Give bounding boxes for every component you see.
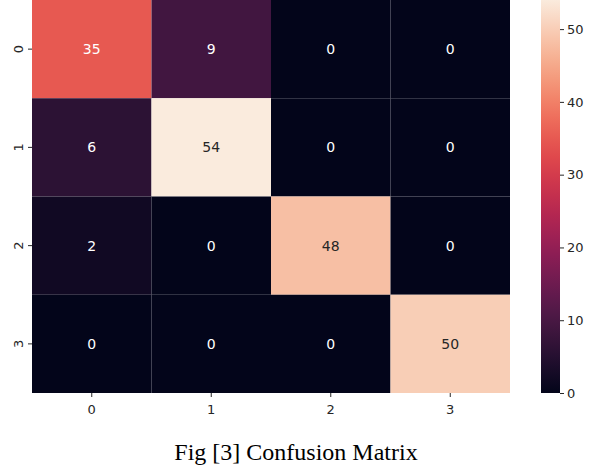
cell-label: 6: [87, 139, 96, 155]
color-tick-label: 0: [567, 386, 575, 401]
color-tick: 30: [560, 167, 584, 182]
color-tick: 0: [560, 386, 575, 401]
y-tick-mark: [28, 147, 32, 148]
y-tick-label: 2: [11, 241, 26, 249]
cell-label: 0: [87, 336, 96, 352]
cell: [391, 98, 511, 196]
y-tick: 0: [11, 45, 33, 53]
color-tick-mark: [560, 102, 564, 103]
cell: [152, 197, 272, 295]
color-tick-mark: [560, 393, 564, 394]
cell: [152, 0, 272, 98]
x-tick: 0: [88, 393, 96, 417]
x-tick-mark: [91, 393, 92, 397]
color-bar: [541, 0, 560, 393]
cell-label: 0: [326, 41, 335, 57]
y-tick: 1: [11, 143, 33, 151]
y-axis: 0 1 2 3: [11, 1, 33, 394]
color-tick-label: 30: [567, 167, 584, 182]
y-tick: 2: [11, 241, 33, 249]
color-tick-label: 40: [567, 95, 584, 110]
color-tick-mark: [560, 320, 564, 321]
x-tick: 2: [327, 393, 335, 417]
cell: [152, 295, 272, 393]
color-tick-label: 10: [567, 313, 584, 328]
x-tick-label: 0: [88, 402, 96, 417]
color-tick-mark: [560, 175, 564, 176]
cell-label: 0: [446, 41, 455, 57]
cell: [152, 98, 272, 196]
cell: [271, 197, 391, 295]
cell: [32, 295, 152, 393]
color-tick: 50: [560, 22, 584, 37]
x-tick-mark: [211, 393, 212, 397]
y-tick-mark: [28, 49, 32, 50]
x-tick-mark: [330, 393, 331, 397]
cell: [271, 295, 391, 393]
color-tick: 20: [560, 240, 584, 255]
cell: [391, 295, 511, 393]
cell-label: 0: [207, 238, 216, 254]
y-tick-label: 0: [11, 45, 26, 53]
cell: [32, 197, 152, 295]
color-axis: 0 10 20 30 40 50: [560, 1, 584, 401]
cell: [32, 98, 152, 196]
cell: [271, 0, 391, 98]
x-axis: 0 1 2 3: [33, 393, 511, 417]
cell: [32, 0, 152, 98]
cell-label: 2: [87, 238, 96, 254]
x-tick: 1: [207, 393, 215, 417]
x-axis-line: [33, 394, 511, 398]
cell-labels: 35 9 0 0 6 54 0 0 2 0 48 0 0 0 0 50: [83, 41, 459, 352]
color-tick: 40: [560, 95, 584, 110]
color-tick-label: 50: [567, 22, 584, 37]
y-tick-mark: [28, 245, 32, 246]
y-tick-mark: [28, 343, 32, 344]
cells: [32, 0, 510, 393]
y-tick: 3: [11, 340, 33, 348]
y-axis-line: [28, 1, 33, 394]
cell-label: 0: [446, 238, 455, 254]
color-tick-label: 20: [567, 240, 584, 255]
x-tick-label: 2: [327, 402, 335, 417]
cell: [391, 0, 511, 98]
cell-label: 0: [326, 336, 335, 352]
cell-label: 50: [441, 336, 459, 352]
cell-label: 35: [83, 41, 101, 57]
color-tick: 10: [560, 313, 584, 328]
cell-label: 0: [446, 139, 455, 155]
chart: 359006540020480000500123012301020304050F…: [0, 0, 592, 470]
color-tick-mark: [560, 247, 564, 248]
cell-label: 9: [207, 41, 216, 57]
x-tick-label: 1: [207, 402, 215, 417]
cell-label: 0: [207, 336, 216, 352]
x-tick-label: 3: [446, 402, 454, 417]
cell-label: 48: [322, 238, 340, 254]
color-axis-line: [560, 1, 561, 394]
cell: [271, 98, 391, 196]
y-tick-label: 1: [11, 143, 26, 151]
y-tick-label: 3: [11, 340, 26, 348]
title: Fig [3] Confusion Matrix: [174, 439, 417, 465]
cell-label: 54: [202, 139, 220, 155]
x-tick: 3: [446, 393, 454, 417]
x-tick-mark: [450, 393, 451, 397]
cell-label: 0: [326, 139, 335, 155]
cell: [391, 197, 511, 295]
color-tick-mark: [560, 29, 564, 30]
